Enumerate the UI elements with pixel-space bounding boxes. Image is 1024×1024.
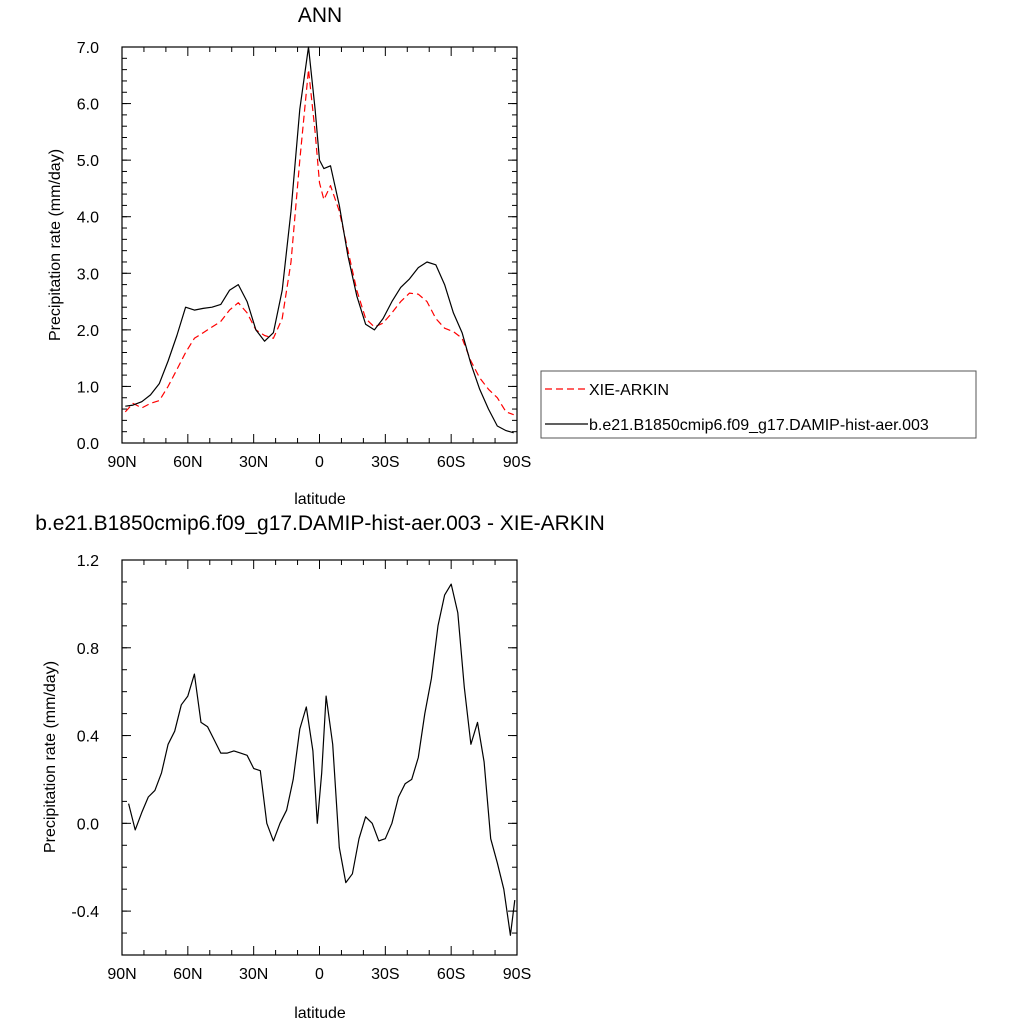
y-axis-title: Precipitation rate (mm/day) [42,661,59,853]
x-tick-label: 30N [239,966,268,983]
legend-label-xie-arkin: XIE-ARKIN [589,382,669,399]
y-tick-label: -0.4 [71,904,99,921]
series-lines [128,583,516,936]
y-tick-label: 2.0 [77,323,99,340]
legend-box [540,370,977,439]
x-tick-label: 90S [503,966,531,983]
x-tick-label: 60N [173,966,202,983]
x-tick-label: 0 [315,966,324,983]
legend-label-model: b.e21.B1850cmip6.f09_g17.DAMIP-hist-aer.… [589,417,929,434]
y-tick-label: 0.0 [77,816,99,833]
series-line-xie-arkin [124,68,514,416]
y-tick-label: 1.0 [77,379,99,396]
y-tick-label: 6.0 [77,97,99,114]
series-line-difference [128,583,516,936]
x-tick-label: 0 [315,454,324,471]
series-line-b-e21-b1850cmip6-f09-g17-damip-hist-aer-003 [125,46,514,434]
axis-ticks: 90N 60N 30N 0 30S 60S 90S -0.4 0.0 0.4 0.8 1.2 [71,553,531,983]
plot-frame [121,559,518,956]
series-lines [124,46,514,434]
x-tick-label: 90N [107,454,136,471]
y-tick-label: 0.4 [77,729,99,746]
x-tick-label: 60S [437,966,465,983]
y-tick-label: 0.8 [77,641,99,658]
y-tick-label: 0.0 [77,436,99,453]
y-tick-label: 1.2 [77,553,99,570]
plot-title: b.e21.B1850cmip6.f09_g17.DAMIP-hist-aer.… [35,512,605,535]
x-axis-title: latitude [294,491,346,508]
y-tick-label: 7.0 [77,40,99,57]
plot-frame [121,46,518,444]
x-tick-label: 60N [173,454,202,471]
plot-title: ANN [298,4,342,27]
x-tick-label: 90S [503,454,531,471]
x-tick-label: 90N [107,966,136,983]
panel-annual-mean: ANN 90N 60N 30N 0 30S 60S 90S 0.0 1.0 2.0 3.0 4.0 5.… [47,4,531,508]
legend: XIE-ARKIN b.e21.B1850cmip6.f09_g17.DAMIP… [540,370,977,439]
x-axis-title: latitude [294,1005,346,1022]
x-tick-label: 60S [437,454,465,471]
x-tick-label: 30N [239,454,268,471]
y-tick-label: 5.0 [77,153,99,170]
panel-difference: b.e21.B1850cmip6.f09_g17.DAMIP-hist-aer.… [35,512,605,1022]
x-tick-label: 30S [371,966,399,983]
x-tick-label: 30S [371,454,399,471]
y-tick-label: 3.0 [77,266,99,283]
y-axis-title: Precipitation rate (mm/day) [47,149,64,341]
y-tick-label: 4.0 [77,210,99,227]
